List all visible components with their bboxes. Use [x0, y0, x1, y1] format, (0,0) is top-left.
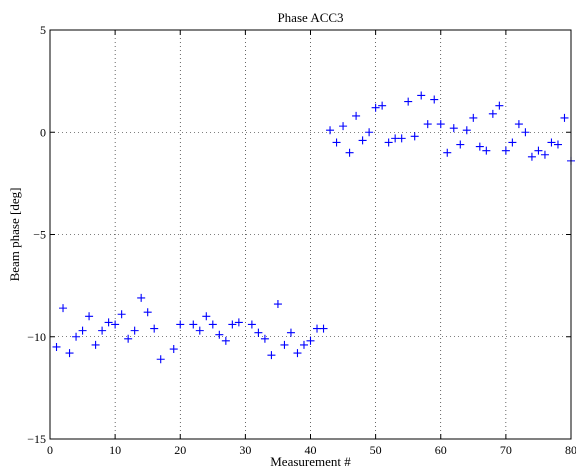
data-point: [319, 324, 328, 333]
data-point: [482, 146, 491, 155]
data-point: [234, 318, 243, 327]
y-tick-label: 5: [40, 23, 46, 37]
data-point: [475, 142, 484, 151]
data-point: [215, 330, 224, 339]
data-point: [560, 113, 569, 122]
x-tick-label: 30: [239, 443, 251, 457]
data-point: [306, 336, 315, 345]
data-point: [365, 128, 374, 137]
data-point: [397, 134, 406, 143]
data-point: [208, 320, 217, 329]
data-point: [423, 120, 432, 129]
data-point: [59, 304, 68, 313]
x-tick-label: 0: [47, 443, 53, 457]
data-point: [547, 138, 556, 147]
data-point: [469, 113, 478, 122]
data-point: [65, 349, 74, 358]
data-point: [462, 126, 471, 135]
y-tick-label: −15: [27, 432, 46, 446]
data-point: [78, 326, 87, 335]
grid: [50, 30, 571, 439]
data-point: [514, 120, 523, 129]
data-point: [299, 340, 308, 349]
data-point: [130, 326, 139, 335]
data-point: [124, 334, 133, 343]
data-point: [72, 332, 81, 341]
y-tick-label: 0: [40, 125, 46, 139]
data-point: [404, 97, 413, 106]
y-tick-label: −10: [27, 330, 46, 344]
data-point: [553, 140, 562, 149]
data-point: [202, 312, 211, 321]
data-point: [293, 349, 302, 358]
x-tick-label: 10: [109, 443, 121, 457]
data-point: [254, 328, 263, 337]
data-point: [221, 336, 230, 345]
x-tick-label: 50: [370, 443, 382, 457]
data-point: [91, 340, 100, 349]
data-point: [137, 293, 146, 302]
axis-ticks: [49, 29, 572, 440]
data-point: [430, 95, 439, 104]
data-point: [358, 136, 367, 145]
data-point: [501, 146, 510, 155]
data-point: [540, 150, 549, 159]
data-point: [156, 355, 165, 364]
data-markers: [52, 91, 575, 364]
data-point: [508, 138, 517, 147]
data-point: [85, 312, 94, 321]
data-point: [345, 148, 354, 157]
data-point: [410, 132, 419, 141]
x-tick-label: 80: [565, 443, 576, 457]
y-axis-label: Beam phase [deg]: [7, 188, 22, 282]
data-point: [247, 320, 256, 329]
data-point: [456, 140, 465, 149]
data-point: [371, 103, 380, 112]
data-point: [143, 308, 152, 317]
data-point: [189, 320, 198, 329]
y-tick-label: −5: [33, 228, 46, 242]
data-point: [117, 310, 126, 319]
data-point: [104, 318, 113, 327]
data-point: [273, 300, 282, 309]
data-point: [527, 152, 536, 161]
data-point: [488, 109, 497, 118]
x-tick-label: 60: [435, 443, 447, 457]
data-point: [326, 126, 335, 135]
data-point: [443, 148, 452, 157]
data-point: [267, 351, 276, 360]
data-point: [339, 122, 348, 131]
data-point: [260, 334, 269, 343]
data-point: [417, 91, 426, 100]
data-point: [378, 101, 387, 110]
x-axis-label: Measurement #: [270, 454, 351, 469]
data-point: [176, 320, 185, 329]
data-point: [228, 320, 237, 329]
tick-labels: 0 10 20 30 40 50 60 70 80 −15 −10 −5 0 5: [27, 23, 576, 457]
data-point: [169, 345, 178, 354]
data-point: [98, 326, 107, 335]
data-point: [150, 324, 159, 333]
data-point: [534, 146, 543, 155]
x-tick-label: 70: [500, 443, 512, 457]
data-point: [521, 128, 530, 137]
data-point: [332, 138, 341, 147]
data-point: [111, 320, 120, 329]
data-point: [449, 124, 458, 133]
data-point: [280, 340, 289, 349]
data-point: [436, 120, 445, 129]
x-tick-label: 20: [174, 443, 186, 457]
chart-title: Phase ACC3: [277, 10, 343, 25]
data-point: [52, 342, 61, 351]
data-point: [495, 101, 504, 110]
data-point: [286, 328, 295, 337]
data-point: [352, 111, 361, 120]
data-point: [384, 138, 393, 147]
x-tick-label: 40: [305, 443, 317, 457]
data-point: [195, 326, 204, 335]
